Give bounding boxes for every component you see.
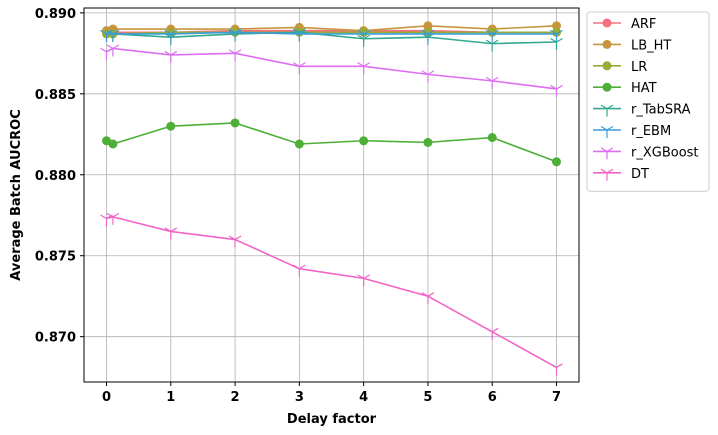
data-point: [294, 139, 304, 149]
data-point: [100, 47, 113, 60]
series-line: [106, 47, 557, 90]
legend-item: ARF: [593, 17, 656, 32]
legend-label: LR: [631, 60, 647, 75]
data-point: [359, 136, 369, 146]
data-point: [293, 62, 306, 75]
data-point: [106, 44, 120, 57]
grid: [84, 8, 579, 382]
series-DT: [100, 212, 563, 376]
data-point: [357, 62, 370, 75]
legend-marker: [602, 18, 612, 28]
data-point: [164, 29, 178, 42]
data-point: [550, 363, 563, 376]
data-point: [421, 29, 435, 42]
data-point: [293, 29, 306, 42]
legend-marker: [602, 61, 612, 71]
x-tick-label: 2: [231, 390, 240, 405]
legend-label: HAT: [631, 81, 657, 96]
x-tick-label: 7: [552, 390, 561, 405]
legend-item: LR: [593, 60, 647, 75]
data-point: [552, 21, 561, 31]
legend-marker: [600, 125, 614, 138]
y-tick-label: 0.885: [35, 88, 76, 103]
data-point: [550, 84, 563, 97]
data-point: [550, 37, 563, 50]
data-point: [421, 292, 435, 305]
data-point: [106, 212, 120, 225]
data-point: [108, 139, 118, 149]
series-r_XGBoost: [100, 44, 563, 97]
data-point: [293, 264, 306, 277]
legend-item: r_EBM: [593, 124, 671, 139]
data-point: [423, 21, 433, 31]
tick-layer: 0 1 2 3 4 5 6 7 0.870 0.875 0.880 0.885 0.890: [35, 7, 561, 405]
legend-marker: [600, 147, 614, 160]
x-tick-label: 3: [295, 390, 304, 405]
legend-label: r_EBM: [631, 124, 671, 139]
legend-item: HAT: [593, 81, 657, 96]
x-tick-label: 6: [488, 390, 497, 405]
legend-label: r_XGBoost: [631, 145, 699, 160]
y-tick-label: 0.875: [35, 250, 76, 265]
data-point: [485, 29, 499, 42]
data-point: [164, 227, 178, 240]
x-tick-label: 4: [359, 390, 368, 405]
legend-label: LB_HT: [631, 38, 671, 53]
legend-item: r_XGBoost: [593, 145, 699, 160]
data-point: [166, 121, 176, 131]
legend-marker: [600, 104, 614, 117]
y-tick-label: 0.890: [35, 7, 76, 22]
legend-item: DT: [593, 167, 649, 182]
series-r_EBM: [100, 28, 563, 42]
legend-item: r_TabSRA: [593, 103, 691, 118]
data-point: [228, 28, 242, 41]
x-axis-title: Delay factor: [287, 412, 377, 427]
series-layer: [100, 21, 563, 376]
y-axis-title: Average Batch AUCROC: [9, 109, 24, 280]
data-point: [487, 133, 497, 143]
series-line: [106, 216, 557, 369]
data-point: [228, 49, 242, 62]
data-point: [552, 157, 561, 167]
legend-label: r_TabSRA: [631, 103, 691, 118]
data-point: [485, 327, 499, 340]
data-point: [485, 76, 499, 89]
legend-marker: [602, 82, 612, 92]
x-tick-label: 5: [423, 390, 432, 405]
data-point: [106, 29, 120, 42]
data-point: [357, 29, 370, 42]
legend-label: ARF: [631, 17, 656, 32]
series-HAT: [102, 118, 561, 167]
data-point: [357, 274, 370, 287]
data-point: [421, 70, 435, 83]
data-point: [230, 118, 240, 128]
legend-item: LB_HT: [593, 38, 671, 53]
data-point: [485, 39, 499, 52]
plot-frame: [83, 7, 580, 383]
x-tick-label: 1: [166, 390, 175, 405]
x-tick-label: 0: [102, 390, 111, 405]
legend-frame: [586, 11, 710, 192]
legend: ARF LB_HT LR HAT r_TabSRA r_EBM r_XGBoost DT: [586, 11, 710, 192]
data-point: [228, 235, 242, 248]
legend-label: DT: [631, 167, 649, 182]
data-point: [423, 137, 433, 147]
data-point: [550, 29, 563, 42]
y-tick-label: 0.870: [35, 331, 76, 346]
legend-marker: [600, 168, 614, 181]
data-point: [164, 50, 178, 63]
y-tick-label: 0.880: [35, 169, 76, 184]
legend-marker: [602, 39, 612, 49]
